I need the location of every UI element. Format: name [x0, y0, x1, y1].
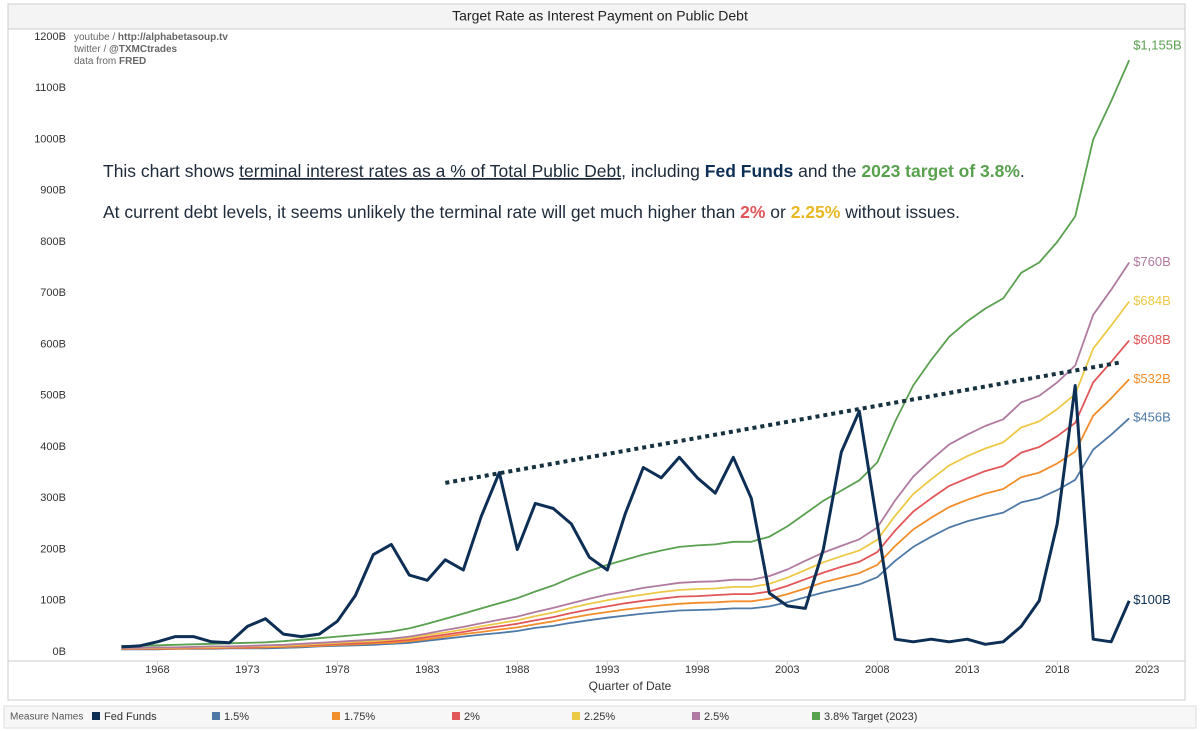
source-line: data from FRED — [74, 56, 146, 67]
end-label: $100B — [1133, 592, 1171, 607]
annotation-part: . — [1020, 161, 1025, 181]
x-tick-label: 2013 — [955, 664, 979, 676]
x-tick-label: 1978 — [325, 664, 349, 676]
y-tick-label: 500B — [40, 390, 66, 402]
series-line — [121, 59, 1131, 647]
y-tick-label: 300B — [40, 492, 66, 504]
annotation-part: At current debt levels, it seems unlikel… — [103, 202, 740, 222]
x-axis-title: Quarter of Date — [589, 679, 672, 693]
x-tick-label: 1998 — [685, 664, 709, 676]
series-line — [121, 300, 1130, 650]
source-part: FRED — [119, 56, 146, 67]
y-tick-label: 1100B — [35, 82, 66, 94]
legend-title: Measure Names — [10, 712, 83, 723]
y-tick-label: 700B — [40, 287, 66, 299]
end-label: $532B — [1133, 371, 1171, 386]
end-label: $760B — [1133, 254, 1171, 269]
legend-label: 2.25% — [584, 711, 615, 723]
legend-label: 1.75% — [344, 711, 375, 723]
annotation-part: Fed Funds — [705, 161, 794, 181]
chart-frame — [7, 3, 1186, 701]
end-label: $1,155B — [1133, 38, 1181, 53]
x-tick-label: 1973 — [235, 664, 259, 676]
annotation: At current debt levels, it seems unlikel… — [103, 202, 960, 222]
source-part: http://alphabetasoup.tv — [118, 32, 228, 43]
series-line — [121, 417, 1130, 651]
x-tick-label: 2003 — [775, 664, 799, 676]
legend-label: 2.5% — [704, 711, 729, 723]
annotation-part: without issues. — [840, 202, 960, 222]
y-tick-label: 100B — [40, 595, 66, 607]
source-part: twitter / — [74, 44, 109, 55]
series-line — [121, 262, 1130, 649]
legend-label: 1.5% — [224, 711, 249, 723]
title-bar — [7, 3, 1186, 30]
source-line: youtube / http://alphabetasoup.tv — [74, 32, 228, 43]
x-tick-label: 1983 — [415, 664, 439, 676]
end-label: $456B — [1133, 410, 1171, 425]
legend-swatch — [572, 712, 580, 720]
x-tick-label: 2023 — [1135, 664, 1159, 676]
source-part: @TXMCtrades — [109, 44, 178, 55]
legend-label: 3.8% Target (2023) — [824, 711, 917, 723]
legend-bar — [3, 705, 1197, 729]
y-tick-label: 200B — [40, 543, 66, 555]
legend-swatch — [212, 712, 220, 720]
annotation-part: or — [765, 202, 790, 222]
annotation-part: This chart shows — [103, 161, 239, 181]
legend-label: 2% — [464, 711, 480, 723]
x-tick-label: 1968 — [145, 664, 169, 676]
source-part: data from — [74, 56, 119, 67]
x-tick-label: 1993 — [595, 664, 619, 676]
x-tick-label: 2008 — [865, 664, 889, 676]
legend-swatch — [812, 712, 820, 720]
legend-swatch — [452, 712, 460, 720]
source-line: twitter / @TXMCtrades — [74, 44, 178, 55]
annotation-part: and the — [793, 161, 861, 181]
end-label: $608B — [1133, 332, 1171, 347]
annotation-part: , including — [621, 161, 705, 181]
y-tick-label: 0B — [53, 646, 66, 658]
y-tick-label: 1200B — [34, 31, 66, 43]
x-tick-label: 2018 — [1045, 664, 1069, 676]
legend-label: Fed Funds — [104, 711, 157, 723]
y-tick-label: 800B — [40, 236, 66, 248]
y-tick-label: 600B — [40, 338, 66, 350]
x-tick-label: 1988 — [505, 664, 529, 676]
end-label: $684B — [1133, 293, 1171, 308]
legend-swatch — [692, 712, 700, 720]
chart-title: Target Rate as Interest Payment on Publi… — [452, 8, 748, 24]
y-tick-label: 1000B — [34, 133, 66, 145]
trend-line — [444, 360, 1121, 485]
annotation-part: 2023 target of 3.8% — [861, 161, 1020, 181]
annotation-part: 2% — [740, 202, 766, 222]
y-tick-label: 900B — [40, 185, 66, 197]
legend-swatch — [332, 712, 340, 720]
annotation-part: 2.25% — [791, 202, 841, 222]
y-tick-label: 400B — [40, 441, 66, 453]
annotation: This chart shows terminal interest rates… — [103, 161, 1025, 181]
legend-swatch — [92, 712, 100, 720]
series-line — [121, 384, 1131, 649]
source-part: youtube / — [74, 32, 118, 43]
annotation-part: terminal interest rates as a % of Total … — [239, 161, 621, 181]
